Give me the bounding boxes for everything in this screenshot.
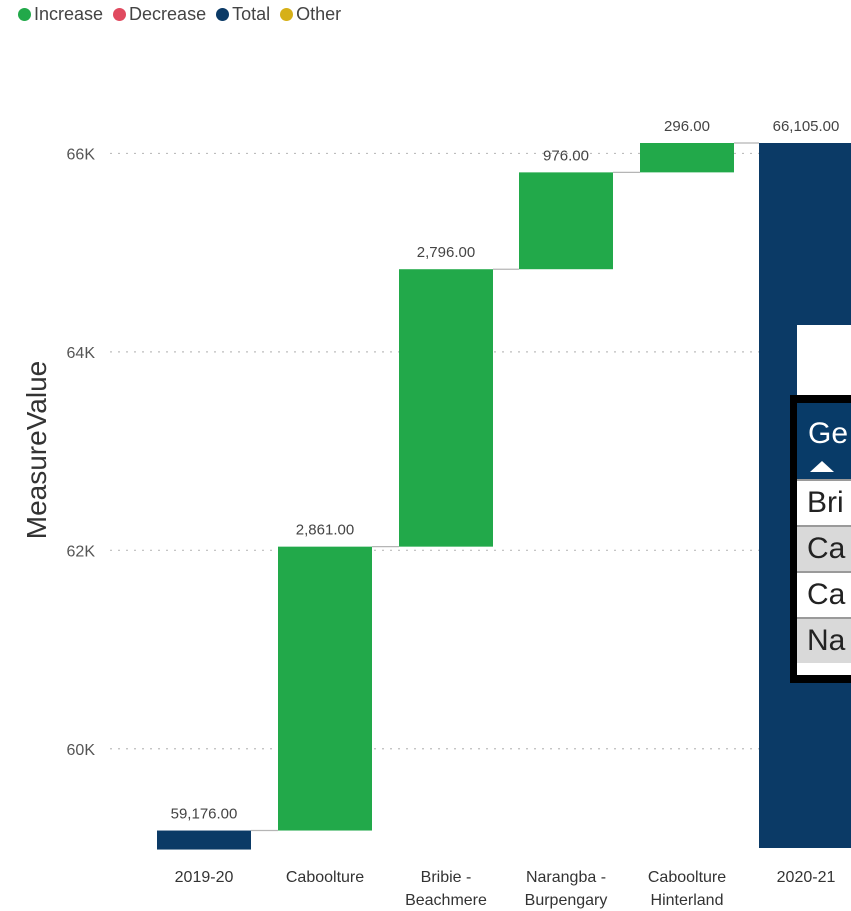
x-tick-label: Hinterland (651, 892, 724, 909)
x-tick-label: Caboolture (286, 869, 364, 886)
table-header-label: Ge (808, 417, 849, 450)
x-tick-label: Burpengary (525, 892, 608, 909)
data-label: 2,796.00 (417, 244, 475, 261)
sort-ascending-icon[interactable] (810, 461, 834, 472)
y-tick-label: 60K (67, 742, 96, 759)
legend-label: Decrease (129, 4, 207, 24)
data-label: 2,861.00 (296, 522, 354, 539)
table-row[interactable]: Ca (797, 571, 851, 617)
y-tick-label: 66K (67, 146, 96, 163)
x-tick-label: Bribie - (421, 869, 472, 886)
table-row[interactable]: Bri (797, 479, 851, 525)
x-tick-label: 2019-20 (175, 869, 234, 886)
x-tick-label: Beachmere (405, 892, 487, 909)
table-header[interactable]: Ge (797, 403, 851, 479)
waterfall-bar-increase[interactable] (399, 269, 493, 547)
x-tick-label: Caboolture (648, 869, 726, 886)
data-label: 59,176.00 (171, 806, 238, 823)
legend-dot-icon (113, 8, 127, 21)
waterfall-bar-total[interactable] (157, 830, 251, 850)
data-label: 296.00 (664, 118, 710, 135)
waterfall-bar-increase[interactable] (278, 546, 372, 831)
legend-dot-icon (216, 8, 230, 21)
overlay-table-visual[interactable]: Ge Bri Ca Ca Na (790, 395, 851, 683)
legend-label: Increase (34, 4, 104, 24)
y-axis-title: MeasureValue (21, 361, 52, 539)
table-row[interactable]: Ca (797, 525, 851, 571)
chart-legend: Increase Decrease Total Other (18, 4, 351, 25)
legend-dot-icon (280, 8, 294, 21)
x-tick-label: Narangba - (526, 869, 606, 886)
y-tick-label: 62K (67, 543, 96, 560)
table-row[interactable]: Na (797, 617, 851, 663)
x-tick-label: 2020-21 (777, 869, 836, 886)
waterfall-bar-increase[interactable] (640, 143, 734, 173)
data-label: 66,105.00 (773, 118, 840, 135)
legend-item-decrease[interactable]: Decrease (113, 4, 206, 25)
legend-dot-icon (18, 8, 31, 21)
data-label: 976.00 (543, 147, 589, 164)
y-tick-label: 64K (67, 345, 96, 362)
legend-label: Other (296, 4, 342, 24)
legend-item-increase[interactable]: Increase (18, 4, 103, 25)
legend-item-total[interactable]: Total (216, 4, 270, 25)
overlay-blank-panel (797, 325, 851, 395)
legend-item-other[interactable]: Other (280, 4, 341, 25)
legend-label: Total (232, 4, 271, 24)
waterfall-bar-increase[interactable] (519, 172, 613, 270)
